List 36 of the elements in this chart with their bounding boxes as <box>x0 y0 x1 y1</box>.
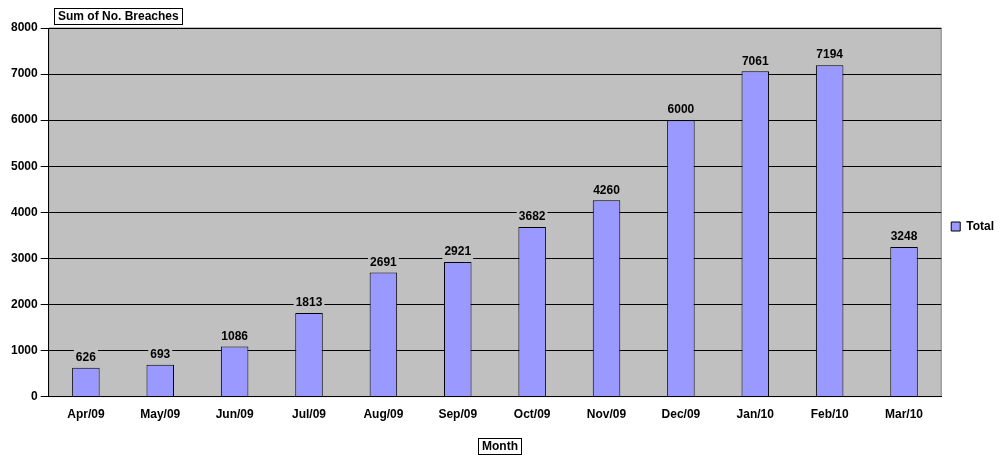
data-label: 3248 <box>890 229 918 244</box>
data-label: 693 <box>150 346 171 361</box>
y-tick-label: 6000 <box>10 112 39 127</box>
data-label: 2921 <box>444 244 472 259</box>
data-label: 1086 <box>221 328 249 343</box>
y-tick-label: 2000 <box>10 296 39 311</box>
chart-title: Sum of No. Breaches <box>54 8 183 25</box>
y-tick-label: 7000 <box>10 66 39 81</box>
x-tick-label: Jan/10 <box>736 407 775 422</box>
x-tick-label: Mar/10 <box>885 407 924 422</box>
x-axis-title: Month <box>478 438 522 455</box>
x-tick-label: Feb/10 <box>810 407 849 422</box>
x-tick-label: Aug/09 <box>363 407 404 422</box>
y-tick-label: 5000 <box>10 158 39 173</box>
x-tick-label: Dec/09 <box>661 407 701 422</box>
y-tick-label: 3000 <box>10 250 39 265</box>
x-tick-label: Jun/09 <box>215 407 254 422</box>
y-tick-label: 8000 <box>10 20 39 35</box>
legend-label: Total <box>966 218 995 233</box>
y-tick-label: 4000 <box>10 204 39 219</box>
data-label: 7194 <box>816 47 844 62</box>
x-tick-label: May/09 <box>140 407 181 422</box>
x-tick-label: Sep/09 <box>438 407 478 422</box>
data-label: 626 <box>75 350 97 365</box>
y-tick-label: 1000 <box>10 342 39 357</box>
data-label: 4260 <box>593 182 621 197</box>
y-tick-label: 0 <box>31 388 39 403</box>
x-tick-label: Jul/09 <box>292 407 327 422</box>
x-tick-label: Nov/09 <box>586 407 627 422</box>
data-label: 2691 <box>370 254 398 269</box>
x-tick-label: Oct/09 <box>513 407 551 422</box>
data-label: 6000 <box>667 102 695 117</box>
data-label: 7061 <box>741 53 769 68</box>
x-tick-label: Apr/09 <box>67 407 105 422</box>
data-label: 1813 <box>295 295 323 310</box>
data-label: 3682 <box>518 209 546 224</box>
